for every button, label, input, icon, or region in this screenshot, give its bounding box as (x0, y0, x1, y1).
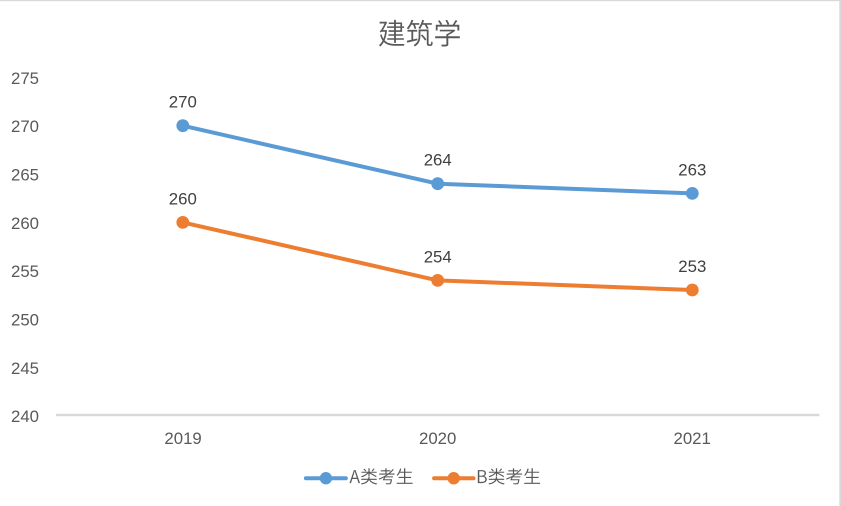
svg-text:250: 250 (11, 310, 39, 329)
svg-text:270: 270 (11, 117, 39, 136)
svg-text:253: 253 (678, 257, 706, 276)
svg-text:275: 275 (11, 69, 39, 88)
svg-text:264: 264 (424, 151, 452, 170)
svg-text:2021: 2021 (674, 429, 711, 448)
svg-text:255: 255 (11, 262, 39, 281)
svg-text:2019: 2019 (164, 429, 201, 448)
svg-text:254: 254 (424, 247, 452, 266)
svg-text:240: 240 (11, 407, 39, 426)
svg-text:2020: 2020 (419, 429, 456, 448)
svg-text:260: 260 (169, 189, 197, 208)
svg-text:245: 245 (11, 359, 39, 378)
svg-text:263: 263 (678, 160, 706, 179)
svg-text:265: 265 (11, 165, 39, 184)
svg-text:260: 260 (11, 214, 39, 233)
svg-text:270: 270 (169, 93, 197, 112)
